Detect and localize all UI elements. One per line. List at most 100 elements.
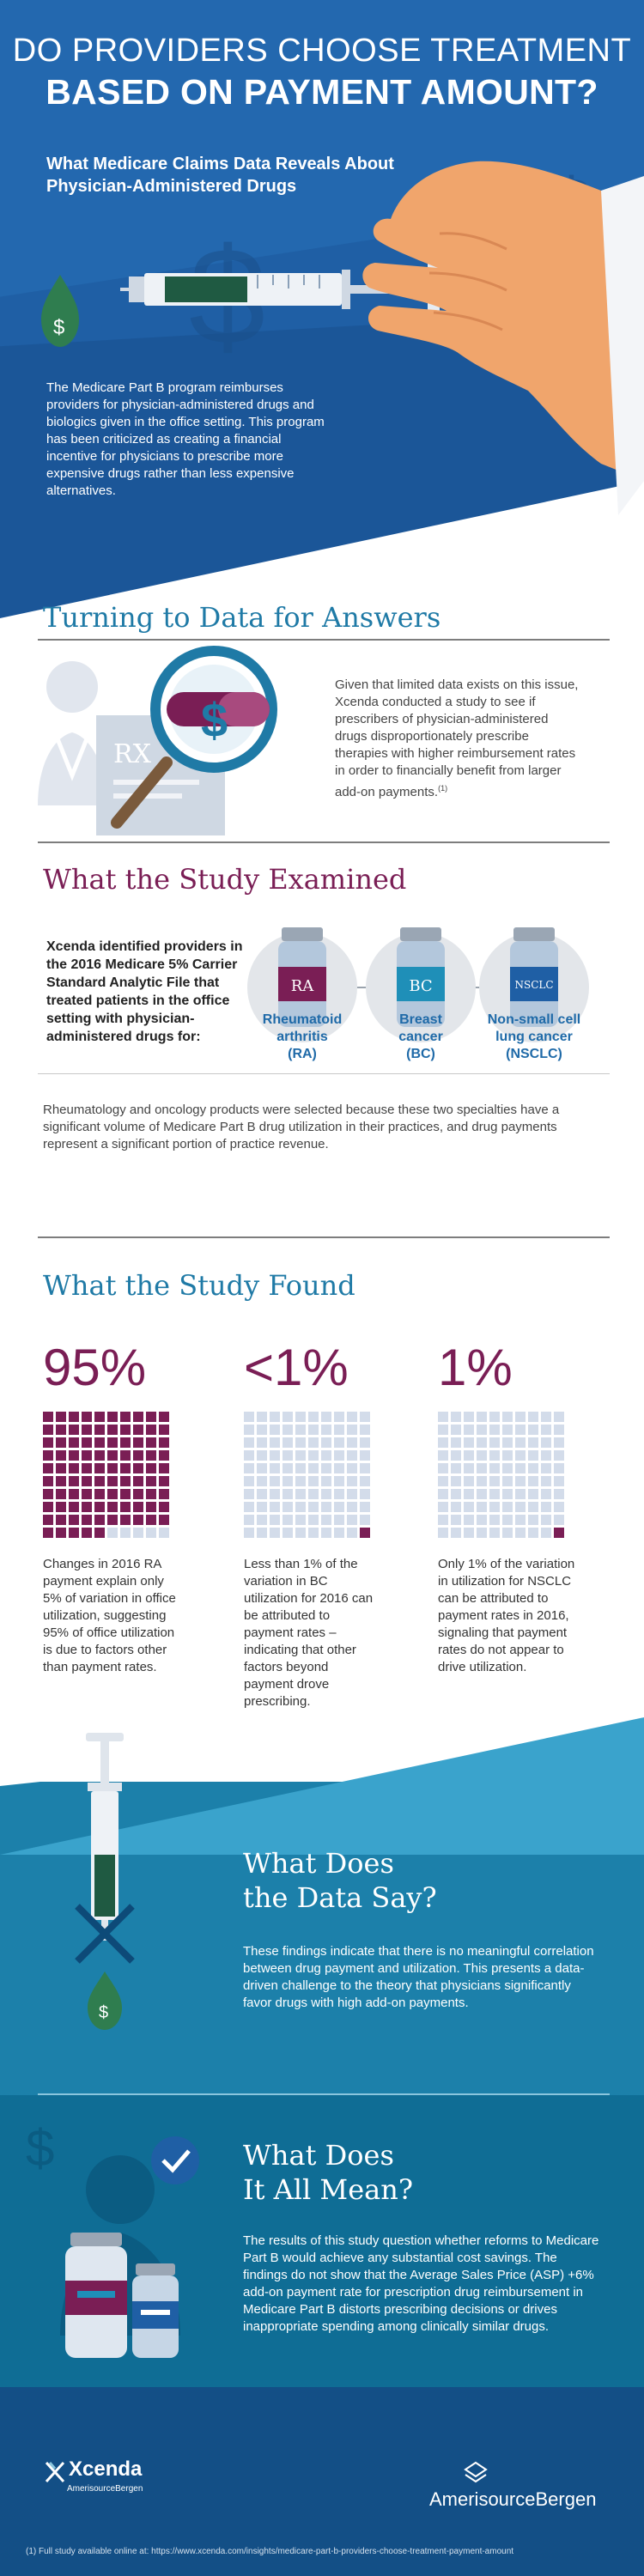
waffle-cell xyxy=(489,1476,500,1486)
waffle-cell-filled xyxy=(159,1502,169,1512)
waffle-cell xyxy=(528,1437,538,1448)
waffle-cell xyxy=(257,1476,267,1486)
waffle-cell xyxy=(541,1515,551,1525)
waffle-cell-filled xyxy=(107,1412,118,1422)
waffle-cell xyxy=(438,1412,448,1422)
waffle-cell xyxy=(244,1515,254,1525)
waffle-cell xyxy=(438,1450,448,1461)
waffle-cell-filled xyxy=(159,1489,169,1499)
magnifier-icon: $ xyxy=(111,646,277,829)
amerisourcebergen-logo: AmerisourceBergen xyxy=(429,2488,597,2510)
page-title-line2: BASED ON PAYMENT AMOUNT? xyxy=(46,72,598,112)
waffle-cell xyxy=(295,1425,306,1435)
waffle-cell-filled xyxy=(94,1515,105,1525)
waffle-cell xyxy=(321,1489,331,1499)
hero-illustration: $ $ $ xyxy=(41,161,644,515)
waffle-cell xyxy=(464,1515,474,1525)
waffle-cell xyxy=(295,1528,306,1538)
waffle-cell xyxy=(334,1425,344,1435)
waffle-cell xyxy=(244,1489,254,1499)
small-vial-icon xyxy=(132,2263,179,2358)
waffle-cell xyxy=(283,1425,293,1435)
waffle-cell xyxy=(283,1489,293,1499)
waffle-cell xyxy=(295,1437,306,1448)
waffle-cell xyxy=(244,1437,254,1448)
svg-text:BC: BC xyxy=(409,977,432,995)
waffle-cell-filled xyxy=(133,1476,143,1486)
waffle-cell xyxy=(321,1515,331,1525)
waffle-cell xyxy=(257,1515,267,1525)
waffle-cell xyxy=(489,1463,500,1473)
waffle-cell xyxy=(308,1476,319,1486)
waffle-cell xyxy=(541,1437,551,1448)
waffle-cell xyxy=(489,1515,500,1525)
waffle-cell xyxy=(554,1412,564,1422)
waffle-cell xyxy=(464,1463,474,1473)
waffle-cell xyxy=(360,1502,370,1512)
waffle-cell xyxy=(489,1425,500,1435)
page-title-line1: DO PROVIDERS CHOOSE TREATMENT xyxy=(12,33,632,69)
waffle-cell xyxy=(489,1412,500,1422)
waffle-cell-filled xyxy=(94,1476,105,1486)
waffle-cell-filled xyxy=(159,1463,169,1473)
waffle-cell xyxy=(515,1502,526,1512)
footnote-ref: (1) xyxy=(438,784,448,793)
waffle-cell xyxy=(283,1463,293,1473)
waffle-cell-filled xyxy=(107,1425,118,1435)
waffle-cell xyxy=(554,1425,564,1435)
waffle-cell xyxy=(295,1450,306,1461)
waffle-cell xyxy=(502,1437,513,1448)
amerisourcebergen-logo-icon xyxy=(464,2461,488,2483)
waffle-cell xyxy=(308,1515,319,1525)
waffle-cell xyxy=(257,1412,267,1422)
waffle-cell xyxy=(257,1450,267,1461)
waffle-cell-filled xyxy=(120,1489,131,1499)
waffle-cell-filled xyxy=(82,1463,92,1473)
waffle-cell xyxy=(528,1476,538,1486)
waffle-cell xyxy=(451,1425,461,1435)
waffle-cell xyxy=(489,1489,500,1499)
waffle-cell xyxy=(283,1412,293,1422)
waffle-cell xyxy=(295,1489,306,1499)
waffle-cell-filled xyxy=(159,1450,169,1461)
waffle-cell xyxy=(515,1450,526,1461)
waffle-cell xyxy=(464,1502,474,1512)
section-divider xyxy=(38,2093,610,2095)
waffle-cell-filled xyxy=(120,1412,131,1422)
waffle-cell xyxy=(541,1425,551,1435)
waffle-cell-filled xyxy=(146,1463,156,1473)
waffle-cell xyxy=(257,1437,267,1448)
waffle-cell xyxy=(477,1528,487,1538)
condition-label-ra: Rheumatoid arthritis (RA) xyxy=(262,1012,343,1061)
waffle-cell xyxy=(554,1463,564,1473)
waffle-cell-filled xyxy=(133,1489,143,1499)
waffle-grid-nsclc xyxy=(438,1412,568,1538)
waffle-cell xyxy=(477,1476,487,1486)
waffle-cell xyxy=(308,1412,319,1422)
waffle-cell-filled xyxy=(43,1476,53,1486)
waffle-cell-filled xyxy=(120,1476,131,1486)
waffle-cell xyxy=(464,1425,474,1435)
waffle-cell xyxy=(146,1528,156,1538)
waffle-cell xyxy=(283,1476,293,1486)
waffle-cell-filled xyxy=(94,1463,105,1473)
waffle-cell xyxy=(321,1450,331,1461)
waffle-cell xyxy=(244,1425,254,1435)
waffle-cell xyxy=(347,1502,357,1512)
waffle-cell xyxy=(270,1489,280,1499)
money-drop-icon: $ xyxy=(41,275,79,347)
waffle-cell-filled xyxy=(159,1515,169,1525)
waffle-cell-filled xyxy=(107,1502,118,1512)
waffle-cell xyxy=(554,1489,564,1499)
waffle-cell-filled xyxy=(94,1528,105,1538)
vial-nsclc-icon: NSCLC xyxy=(479,927,589,1042)
data-say-heading: What Does the Data Say? xyxy=(243,1847,437,1914)
waffle-cell xyxy=(334,1437,344,1448)
waffle-cell xyxy=(477,1450,487,1461)
all-mean-body: The results of this study question wheth… xyxy=(243,2233,599,2334)
waffle-cell xyxy=(244,1463,254,1473)
waffle-cell xyxy=(321,1425,331,1435)
waffle-cell-filled xyxy=(56,1412,66,1422)
waffle-cell-filled xyxy=(56,1502,66,1512)
waffle-cell-filled xyxy=(82,1528,92,1538)
